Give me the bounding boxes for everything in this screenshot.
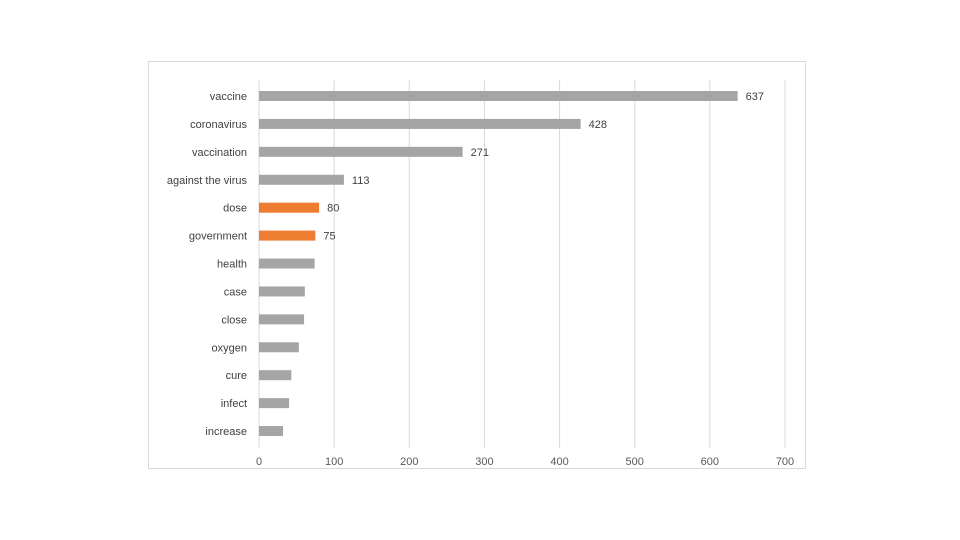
category-label: cure — [226, 370, 247, 382]
bar-vaccine — [259, 91, 738, 101]
bar-government — [259, 230, 316, 241]
bar-oxygen — [259, 342, 299, 353]
category-label: case — [224, 286, 247, 298]
x-tick-label: 600 — [701, 456, 719, 468]
data-label: 271 — [471, 147, 489, 159]
labels: 0 100 200 300 400 500 600 700 vaccine 637 coronavi… — [167, 91, 794, 468]
bar-against-the-virus — [259, 174, 344, 185]
category-label: against the virus — [167, 175, 248, 187]
chart-frame: 0 100 200 300 400 500 600 700 vaccine 637 coronavi… — [148, 61, 806, 469]
bar-vaccination — [259, 146, 463, 157]
bars — [259, 91, 738, 437]
x-tick-label: 700 — [776, 456, 794, 468]
bar-infect — [259, 398, 290, 409]
bar-chart: 0 100 200 300 400 500 600 700 vaccine 637 coronavi… — [167, 80, 794, 468]
gridlines — [258, 80, 786, 448]
data-label: 428 — [589, 119, 607, 131]
category-label: health — [217, 259, 247, 271]
x-tick-label: 100 — [325, 456, 343, 468]
category-label: government — [189, 231, 247, 243]
data-label: 637 — [746, 91, 764, 103]
bar-health — [259, 258, 315, 269]
data-label: 80 — [327, 203, 339, 215]
x-tick-label: 400 — [550, 456, 568, 468]
category-label: increase — [205, 426, 247, 438]
x-tick-label: 200 — [400, 456, 418, 468]
category-label: oxygen — [212, 342, 247, 354]
bar-case — [259, 286, 305, 297]
bar-coronavirus — [259, 118, 581, 129]
bar-close — [259, 314, 305, 325]
category-label: coronavirus — [190, 119, 247, 131]
category-label: infect — [221, 398, 247, 410]
category-label: close — [221, 314, 247, 326]
x-tick-label: 0 — [256, 456, 262, 468]
bar-cure — [259, 370, 292, 381]
category-label: vaccine — [210, 91, 247, 103]
category-label: dose — [223, 203, 247, 215]
data-label: 113 — [352, 175, 370, 187]
x-tick-label: 300 — [475, 456, 493, 468]
x-tick-label: 500 — [626, 456, 644, 468]
bar-increase — [259, 426, 284, 437]
category-label: vaccination — [192, 147, 247, 159]
data-label: 75 — [323, 231, 335, 243]
bar-dose — [259, 202, 320, 213]
